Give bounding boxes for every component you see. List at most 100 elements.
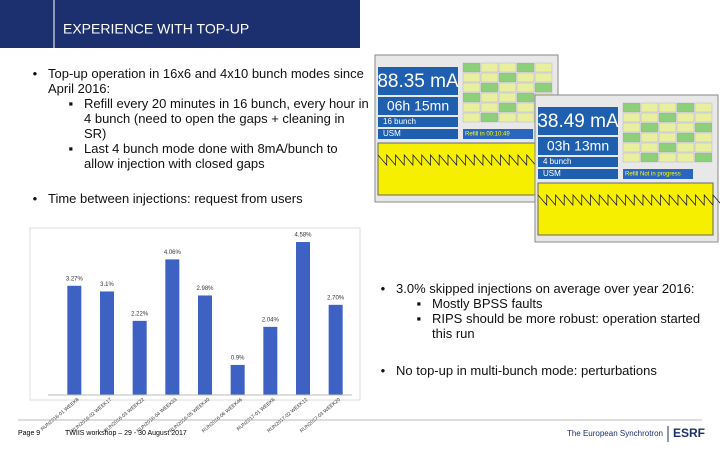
status-cell — [676, 102, 695, 113]
data-label: 0.9% — [231, 356, 245, 362]
status-cell — [462, 82, 481, 93]
status-cell — [658, 102, 677, 113]
status-cell — [498, 112, 517, 123]
status-cell — [462, 92, 481, 103]
status-cell — [534, 82, 553, 93]
status-cell — [516, 72, 535, 83]
bar — [230, 364, 245, 395]
mode: 16 bunch — [383, 117, 416, 126]
mode-box — [538, 157, 618, 167]
right-bullets: 3.0% skipped injections on average over … — [378, 281, 708, 400]
chart-frame — [29, 227, 361, 401]
status-cell — [676, 122, 695, 133]
status-cell — [694, 122, 713, 133]
sub-bullet: Mostly BPSS faults — [432, 296, 708, 311]
status-cell — [480, 102, 499, 113]
header-title: EXPERIENCE WITH TOP-UP — [63, 21, 249, 37]
bullet-text: No top-up in multi-bunch mode: perturbat… — [396, 363, 657, 378]
screens: 88.35 mA 06h 15mn 16 bunch USM Refill in 00:… — [374, 54, 720, 243]
sub-bullet: Last 4 bunch mode done with 8mA/bunch to… — [84, 141, 370, 171]
machine-box — [538, 169, 618, 179]
status-cell — [622, 112, 641, 123]
status-cell — [640, 122, 659, 133]
status-cell — [516, 112, 535, 123]
status-cell — [462, 102, 481, 113]
sub-bullet: Refill every 20 minutes in 16 bunch, eve… — [84, 96, 370, 141]
sub-list: Mostly BPSS faultsRIPS should be more ro… — [396, 296, 708, 341]
status-cell — [676, 112, 695, 123]
data-label: 2.98% — [196, 286, 214, 292]
bar — [132, 320, 147, 395]
status-cell — [676, 152, 695, 163]
status-cell — [498, 82, 517, 93]
status-cell — [658, 122, 677, 133]
status-cell — [658, 152, 677, 163]
status-cell — [676, 142, 695, 153]
status-cell — [694, 142, 713, 153]
status-cell — [516, 82, 535, 93]
status-cell — [462, 112, 481, 123]
sub-list: Refill every 20 minutes in 16 bunch, eve… — [48, 96, 370, 171]
current: 38.49 mA — [537, 111, 619, 132]
status-cell — [516, 92, 535, 103]
data-label: 4.58% — [294, 233, 312, 239]
status-cell — [658, 142, 677, 153]
refill: Refill Not in progress — [625, 172, 681, 178]
status-cell — [694, 102, 713, 113]
status-cell — [658, 132, 677, 143]
status-cell — [622, 122, 641, 133]
logo: ESRF — [673, 426, 705, 440]
mode: 4 bunch — [543, 157, 571, 166]
data-label: 2.70% — [327, 295, 345, 301]
status-cell — [676, 132, 695, 143]
bar — [296, 242, 310, 395]
data-label: 3.27% — [66, 276, 84, 282]
bar — [100, 291, 114, 395]
mode-box — [378, 117, 458, 127]
status-cell — [622, 142, 641, 153]
header-bar — [0, 0, 360, 48]
bar — [328, 304, 343, 395]
plot — [377, 142, 554, 196]
status-cell — [658, 112, 677, 123]
status-cell — [480, 62, 499, 73]
bullet-text: Top-up operation in 16x6 and 4x10 bunch … — [48, 66, 364, 96]
status-cell — [694, 152, 713, 163]
status-cell — [498, 102, 517, 113]
data-label: 3.1% — [100, 282, 114, 288]
bar — [67, 285, 82, 395]
status-cell — [462, 72, 481, 83]
bullet-list: Top-up operation in 16x6 and 4x10 bunch … — [30, 66, 370, 206]
time-box — [538, 137, 618, 155]
current: 88.35 mA — [377, 71, 459, 92]
bullet: Top-up operation in 16x6 and 4x10 bunch … — [48, 66, 370, 171]
status-cell — [462, 62, 481, 73]
status-cell — [480, 72, 499, 83]
page-number: Page 9 — [18, 430, 40, 437]
refill-box — [463, 129, 533, 139]
time-box — [378, 97, 458, 115]
time: 03h 13mn — [547, 138, 609, 154]
status-cell — [534, 62, 553, 73]
bullet-text: Time between injections: request from us… — [48, 191, 303, 206]
data-label: 4.06% — [164, 250, 182, 256]
status-cell — [640, 152, 659, 163]
machine: USM — [383, 129, 401, 138]
status-cell — [622, 102, 641, 113]
status-cell — [534, 72, 553, 83]
time: 06h 15mn — [387, 98, 449, 114]
bullet-list: 3.0% skipped injections on average over … — [378, 281, 708, 378]
status-cell — [516, 102, 535, 113]
left-bullets: Top-up operation in 16x6 and 4x10 bunch … — [30, 66, 370, 226]
footer-event: TWIIS workshop – 29 - 30 August 2017 — [65, 430, 187, 437]
status-cell — [640, 132, 659, 143]
machine: USM — [543, 169, 561, 178]
current-trace — [377, 153, 563, 167]
sub-bullet: RIPS should be more robust: operation st… — [432, 311, 708, 341]
status-cell — [640, 112, 659, 123]
status-cell — [498, 62, 517, 73]
current-box — [538, 107, 618, 135]
status-cell — [516, 62, 535, 73]
machine-box — [378, 129, 458, 139]
